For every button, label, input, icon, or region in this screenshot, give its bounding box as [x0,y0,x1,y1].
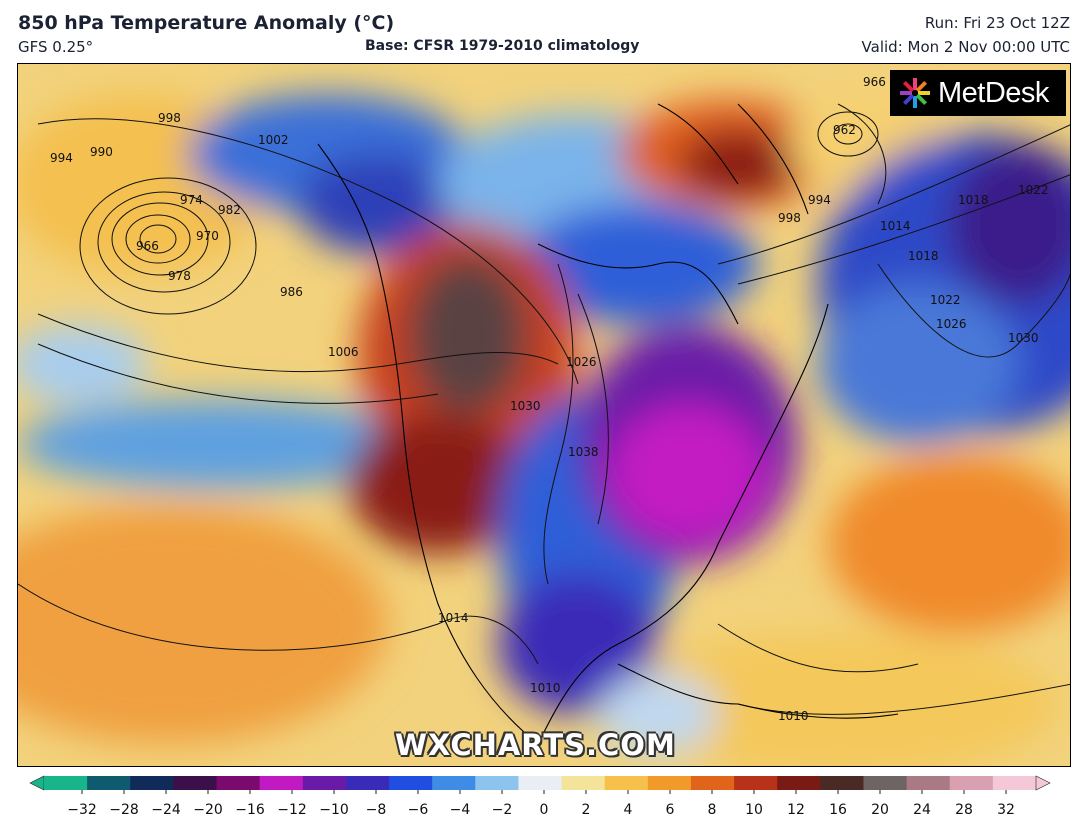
isobar-label: 962 [833,123,856,137]
isobar-label: 970 [196,229,219,243]
metdesk-logo: MetDesk [890,70,1066,116]
colorbar-tick-label: 8 [708,802,717,818]
colorbar-tick-label: 28 [955,802,973,818]
isobar-label: 994 [808,193,831,207]
map-canvas: 998 994 990 974 970 966 982 978 986 1006 1002 1026 1… [18,64,1070,766]
colorbar-swatch [432,776,476,790]
isobar-label: 1038 [568,445,599,459]
isobar-label: 994 [50,151,73,165]
colorbar-tick-label: −4 [450,802,471,818]
colorbar: −32 −28 −24 −20 −16 −12 −10 −8 −6 −4 −2 0 2 4 6 8 10 12 16… [29,775,1051,818]
isobar-label: 966 [863,75,886,89]
colorbar-ticks: −32 −28 −24 −20 −16 −12 −10 −8 −6 −4 −2 0 2 4 6 8 10 12 16… [67,790,1015,818]
valid-time-label: Valid: Mon 2 Nov 00:00 UTC [861,38,1070,56]
anomaly-map[interactable]: 998 994 990 974 970 966 982 978 986 1006 1002 1026 1… [17,63,1071,767]
coastlines [317,103,899,745]
colorbar-swatch [992,776,1037,790]
colorbar-tick-label: −10 [319,802,349,818]
run-time-label: Run: Fri 23 Oct 12Z [924,14,1070,32]
colorbar-tick-label: −24 [151,802,181,818]
wxcharts-watermark: WXCHARTS.COM [395,728,676,762]
colorbar-swatch [647,776,692,790]
colorbar-tick-label: −20 [193,802,223,818]
colorbar-swatch [44,776,88,790]
isobar-label: 966 [136,239,159,253]
isobar-label: 998 [778,211,801,225]
colorbar-swatches [29,775,1051,791]
colorbar-tick-label: −28 [109,802,139,818]
isobar-label: 1010 [530,681,561,695]
isobar-label: 1022 [930,293,961,307]
isobar-label: 1018 [958,193,989,207]
isobar-label: 1030 [510,399,541,413]
colorbar-tick-label: 2 [582,802,591,818]
colorbar-swatch [302,776,347,790]
isobar-label: 1002 [258,133,289,147]
isobar-label: 1014 [880,219,911,233]
isobar-label: 990 [90,145,113,159]
colorbar-tick-label: −12 [277,802,307,818]
isobar-label: 1014 [438,611,469,625]
isobar-label: 1022 [1018,183,1049,197]
colorbar-swatch [604,776,649,790]
isobar-label: 998 [158,111,181,125]
isobar-label: 986 [280,285,303,299]
colorbar-tick-label: 24 [913,802,931,818]
isobar-label: 978 [168,269,191,283]
isobar-label: 982 [218,203,241,217]
colorbar-swatch [690,776,735,790]
colorbar-tick-label: −2 [492,802,513,818]
colorbar-tick-label: 4 [624,802,633,818]
model-label: GFS 0.25° [18,38,94,56]
colorbar-tick-label: −32 [67,802,97,818]
colorbar-tick-label: 6 [666,802,675,818]
colorbar-tick-label: 20 [871,802,889,818]
isobar-label: 1010 [778,709,809,723]
colorbar-swatch [820,776,864,790]
climatology-base-label: Base: CFSR 1979-2010 climatology [365,38,640,54]
colorbar-tick-label: −6 [408,802,429,818]
colorbar-swatch [130,776,174,790]
isobar-label: 974 [180,193,203,207]
metdesk-logo-text: MetDesk [938,76,1049,109]
colorbar-swatch [389,776,433,790]
colorbar-tick-label: 32 [997,802,1015,818]
colorbar-swatch [518,776,563,790]
colorbar-tick-label: 10 [745,802,763,818]
colorbar-swatch [345,776,390,790]
colorbar-swatch [87,776,131,790]
isobar-label: 1030 [1008,331,1039,345]
colorbar-tick-label: 0 [540,802,549,818]
colorbar-swatch [777,776,821,790]
isobars [18,103,1070,715]
colorbar-swatch [259,776,304,790]
colorbar-swatch [173,776,218,790]
colorbar-swatch [863,776,908,790]
anomaly-field [18,94,1070,766]
colorbar-tick-label: 16 [829,802,847,818]
colorbar-swatch [561,776,606,790]
metdesk-logo-icon [900,78,930,108]
colorbar-tick-label: −16 [235,802,265,818]
colorbar-tick-label: 12 [787,802,805,818]
isobar-label: 1006 [328,345,359,359]
colorbar-min-arrow [29,775,45,791]
colorbar-swatch [734,776,778,790]
colorbar-swatch [475,776,519,790]
isobar-label: 1026 [566,355,597,369]
colorbar-max-arrow [1035,775,1051,791]
colorbar-tick-label: −8 [366,802,387,818]
isobar-label: 1026 [936,317,967,331]
isobar-label: 1018 [908,249,939,263]
chart-title: 850 hPa Temperature Anomaly (°C) [18,12,395,34]
colorbar-swatch [906,776,951,790]
colorbar-swatch [216,776,261,790]
colorbar-swatch [949,776,994,790]
